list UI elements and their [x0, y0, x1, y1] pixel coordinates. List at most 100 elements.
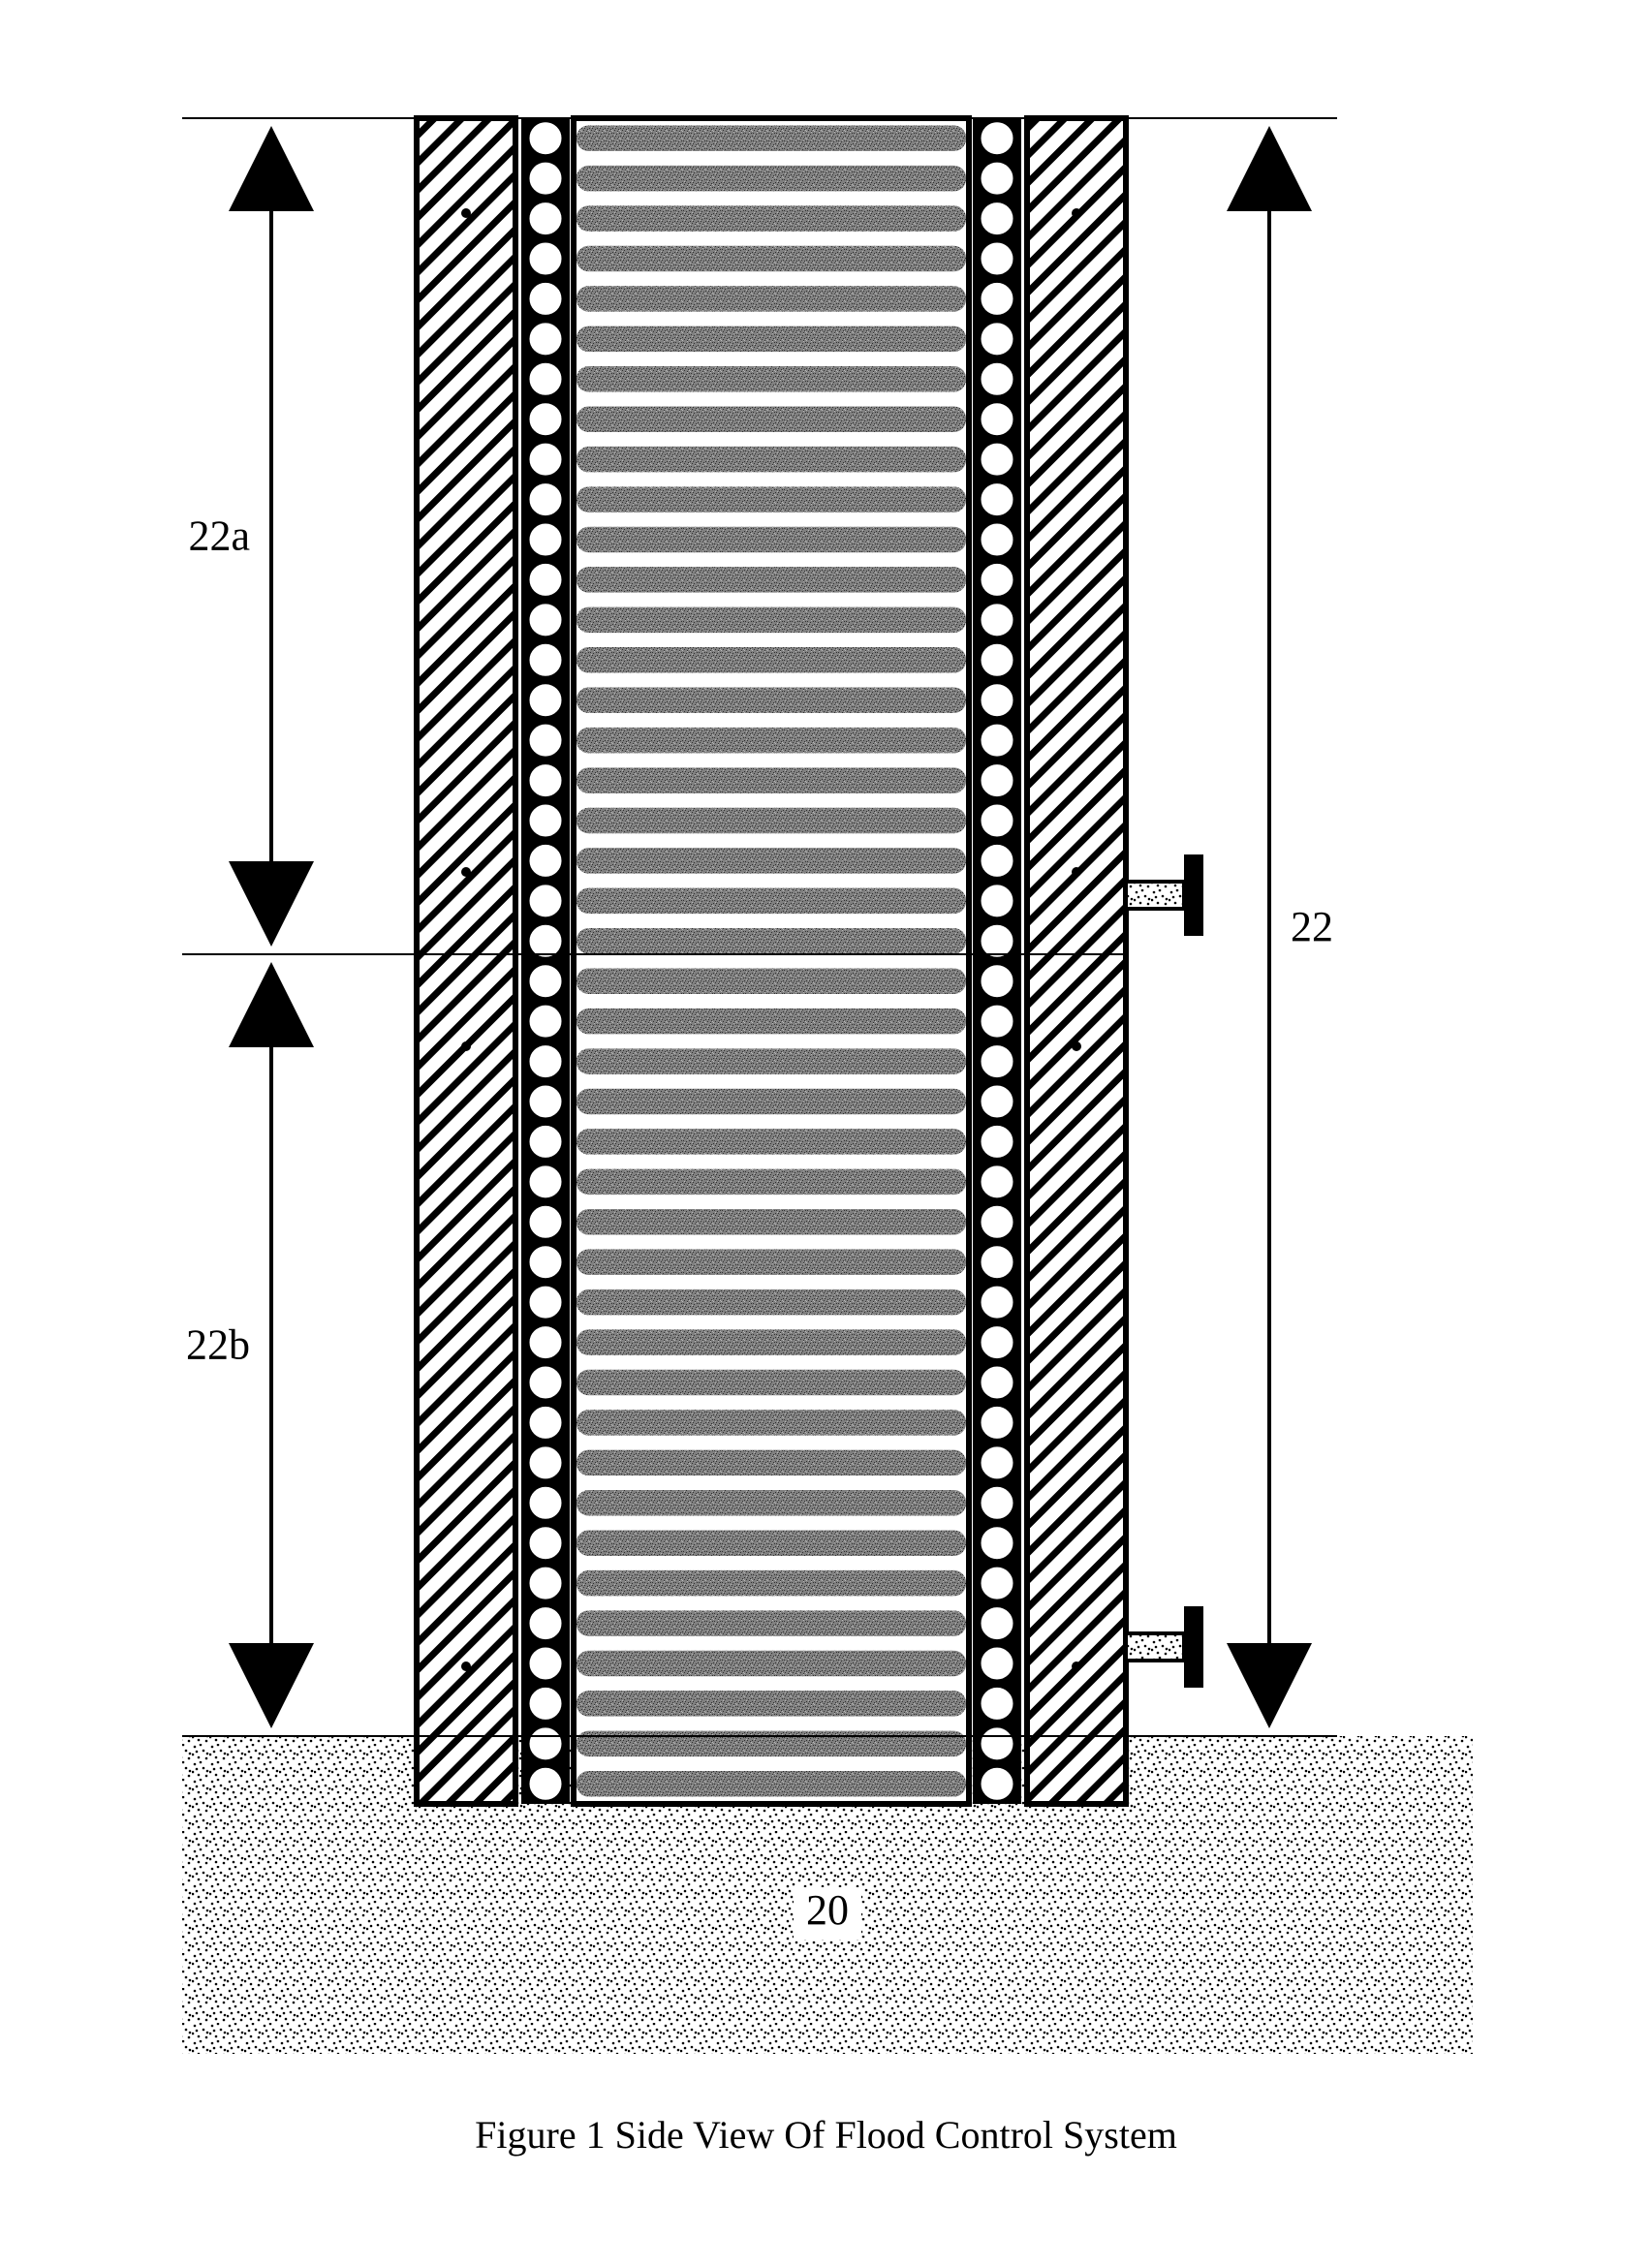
- circle-right-30: [980, 1325, 1014, 1360]
- circle-right-36: [980, 1566, 1014, 1600]
- circle-right-12: [980, 603, 1014, 637]
- circle-right-40: [980, 1726, 1014, 1761]
- core-stripe-12: [577, 607, 966, 634]
- circle-right-15: [980, 723, 1014, 758]
- ground-label: 20: [806, 1886, 849, 1934]
- core-stripe-35: [577, 1530, 966, 1556]
- circle-right-3: [980, 241, 1014, 276]
- circle-left-20: [528, 923, 563, 958]
- circle-right-20: [980, 923, 1014, 958]
- circle-right-27: [980, 1204, 1014, 1239]
- circle-right-25: [980, 1124, 1014, 1159]
- circle-right-14: [980, 683, 1014, 718]
- core-stripe-37: [577, 1610, 966, 1636]
- circle-left-31: [528, 1365, 563, 1400]
- circle-left-18: [528, 843, 563, 878]
- core-stripe-19: [577, 888, 966, 915]
- circle-right-18: [980, 843, 1014, 878]
- circle-left-14: [528, 683, 563, 718]
- core-stripe-32: [577, 1410, 966, 1436]
- circle-left-12: [528, 603, 563, 637]
- core-stripe-6: [577, 366, 966, 392]
- circle-left-9: [528, 482, 563, 517]
- circle-left-33: [528, 1445, 563, 1480]
- core-stripe-4: [577, 286, 966, 312]
- circle-right-13: [980, 642, 1014, 677]
- core-stripe-7: [577, 406, 966, 432]
- circle-left-0: [528, 121, 563, 156]
- circle-right-5: [980, 322, 1014, 357]
- circle-left-40: [528, 1726, 563, 1761]
- circle-left-16: [528, 763, 563, 798]
- circle-right-23: [980, 1044, 1014, 1079]
- core-stripe-40: [577, 1731, 966, 1757]
- circle-left-41: [528, 1766, 563, 1801]
- core-stripe-39: [577, 1691, 966, 1717]
- circle-right-26: [980, 1165, 1014, 1199]
- circle-right-22: [980, 1004, 1014, 1039]
- outer-wall-left: [417, 118, 515, 1804]
- circle-right-17: [980, 803, 1014, 838]
- circle-right-2: [980, 202, 1014, 236]
- circle-right-4: [980, 281, 1014, 316]
- circle-right-16: [980, 763, 1014, 798]
- core-stripe-3: [577, 246, 966, 272]
- circle-left-7: [528, 402, 563, 437]
- circle-right-7: [980, 402, 1014, 437]
- valve-stem-1: [1126, 1633, 1184, 1661]
- label-22b: 22b: [186, 1321, 250, 1369]
- circle-left-34: [528, 1485, 563, 1520]
- core-stripe-28: [577, 1249, 966, 1275]
- circle-left-22: [528, 1004, 563, 1039]
- core-stripe-16: [577, 767, 966, 793]
- core-stripe-17: [577, 808, 966, 834]
- core-stripe-22: [577, 1009, 966, 1035]
- circle-right-11: [980, 562, 1014, 597]
- core-stripe-27: [577, 1209, 966, 1235]
- core-stripe-38: [577, 1651, 966, 1677]
- circle-left-4: [528, 281, 563, 316]
- core-stripe-8: [577, 447, 966, 473]
- valve-cap-0: [1184, 854, 1203, 936]
- circle-left-17: [528, 803, 563, 838]
- circle-right-8: [980, 442, 1014, 477]
- circle-left-21: [528, 964, 563, 999]
- core-stripe-36: [577, 1570, 966, 1597]
- circle-left-28: [528, 1245, 563, 1280]
- core-stripe-31: [577, 1370, 966, 1396]
- core-stripe-21: [577, 968, 966, 994]
- valve-cap-1: [1184, 1606, 1203, 1688]
- circle-right-29: [980, 1285, 1014, 1320]
- circle-left-8: [528, 442, 563, 477]
- core-stripe-11: [577, 567, 966, 593]
- circle-left-6: [528, 361, 563, 396]
- label-22a: 22a: [188, 512, 250, 560]
- core-stripe-5: [577, 326, 966, 353]
- circle-right-21: [980, 964, 1014, 999]
- circle-right-10: [980, 522, 1014, 557]
- circle-right-0: [980, 121, 1014, 156]
- circle-left-36: [528, 1566, 563, 1600]
- circle-left-1: [528, 161, 563, 196]
- figure-page: 2022a22b22 Figure 1 Side View Of Flood C…: [0, 0, 1652, 2267]
- figure-svg: 2022a22b22: [0, 0, 1652, 2267]
- core-stripe-34: [577, 1490, 966, 1516]
- circle-right-24: [980, 1084, 1014, 1119]
- core-stripe-15: [577, 728, 966, 754]
- core-stripe-25: [577, 1129, 966, 1155]
- circle-left-32: [528, 1405, 563, 1440]
- circle-right-9: [980, 482, 1014, 517]
- core-stripe-1: [577, 166, 966, 192]
- outer-wall-right: [1027, 118, 1126, 1804]
- valve-stem-0: [1126, 882, 1184, 909]
- circle-left-11: [528, 562, 563, 597]
- circle-left-19: [528, 884, 563, 918]
- core-stripe-9: [577, 486, 966, 512]
- circle-right-41: [980, 1766, 1014, 1801]
- circle-right-31: [980, 1365, 1014, 1400]
- circle-right-33: [980, 1445, 1014, 1480]
- figure-caption: Figure 1 Side View Of Flood Control Syst…: [0, 2112, 1652, 2158]
- circle-left-13: [528, 642, 563, 677]
- circle-right-28: [980, 1245, 1014, 1280]
- circle-left-5: [528, 322, 563, 357]
